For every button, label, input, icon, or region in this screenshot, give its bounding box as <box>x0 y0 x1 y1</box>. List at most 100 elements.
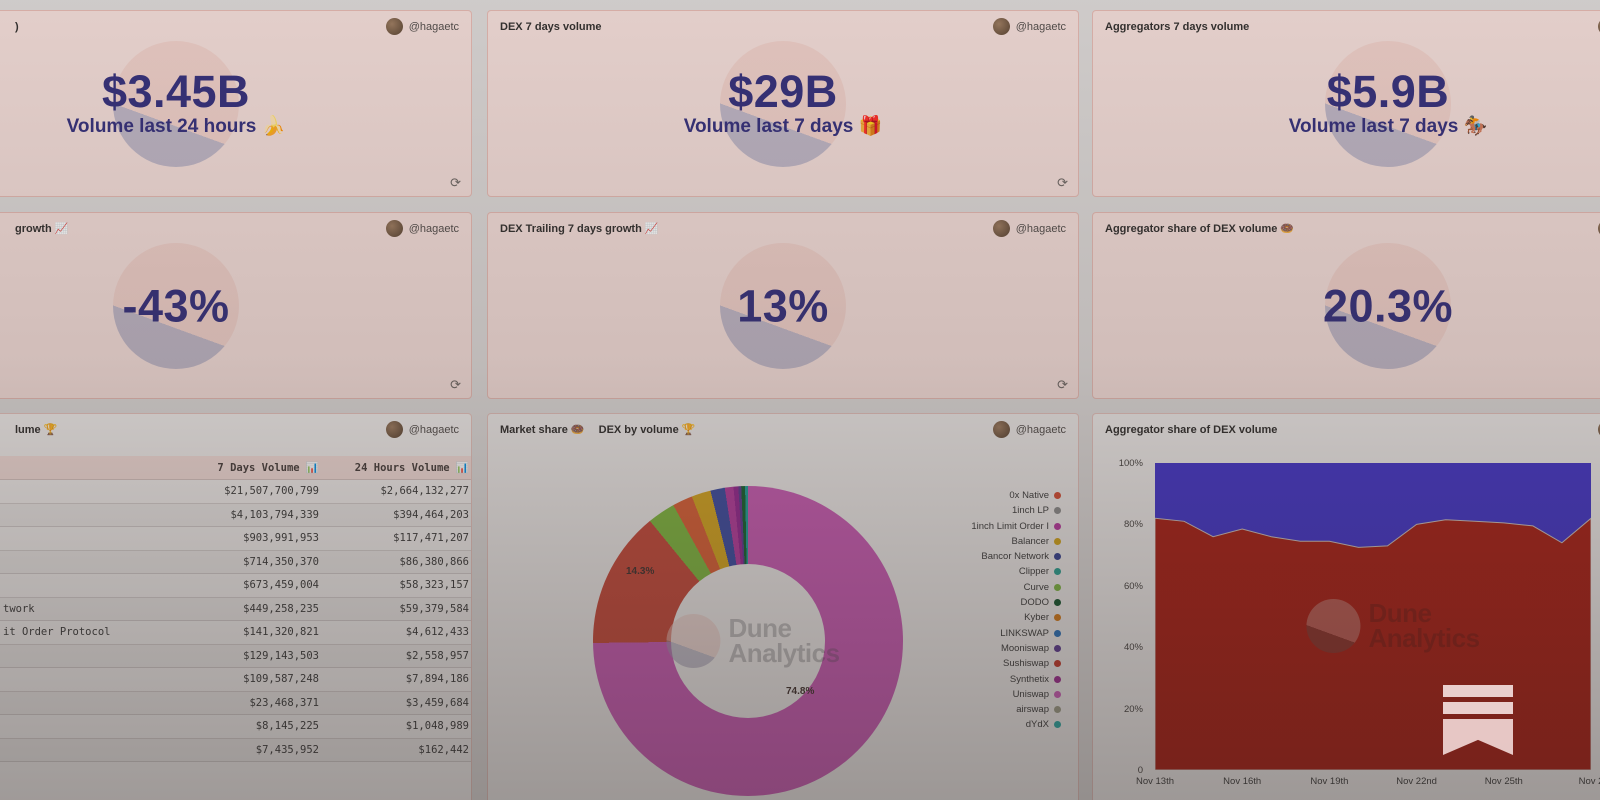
table-cell: $58,323,157 <box>399 579 469 592</box>
author-avatar[interactable] <box>992 421 1010 438</box>
y-axis-ticks: 100% 80% 60% 40% 20% 0 <box>1093 458 1149 776</box>
table-cell: $7,435,952 <box>255 743 319 756</box>
substack-logo[interactable] <box>1443 685 1513 755</box>
dune-watermark-circle <box>720 40 846 167</box>
author-handle[interactable]: @hagaetc <box>1015 222 1066 235</box>
market-share-donut-card: Market share 🍩 DEX by volume 🏆 @hagaetc … <box>487 413 1079 800</box>
author-handle[interactable]: @hagaetc <box>408 222 459 235</box>
legend-dot <box>1054 644 1061 652</box>
table-cell: $449,258,235 <box>243 602 319 615</box>
refresh-icon[interactable]: ⟳ <box>1057 175 1068 190</box>
stacked-area-chart <box>1154 463 1592 771</box>
legend-dot <box>1054 629 1061 637</box>
card-title: DEX Trailing 7 days growth 📈 <box>500 223 659 235</box>
legend-label: Sushiswap <box>1003 658 1049 670</box>
author-avatar[interactable] <box>992 18 1010 35</box>
kpi-value: 13% <box>737 280 829 331</box>
table-cell: $4,103,794,339 <box>230 508 319 521</box>
table-row: $673,459,004 $58,323,157 <box>0 574 471 598</box>
table-cell: $141,320,821 <box>243 626 319 639</box>
kpi-card-trailing-7d-growth: DEX Trailing 7 days growth 📈 @hagaetc 13… <box>487 212 1079 399</box>
column-header-7d-volume[interactable]: 7 Days Volume 📊 <box>217 462 319 474</box>
legend-label: airswap <box>1016 704 1049 716</box>
kpi-card-24h-volume: ) @hagaetc $3.45B Volume last 24 hours 🍌… <box>0 10 472 197</box>
kpi-card-aggregators-7d-volume: Aggregators 7 days volume @hagaetc $5.9B… <box>1092 10 1600 197</box>
card-title: Aggregators 7 days volume <box>1105 20 1250 33</box>
legend-label: Balancer <box>1011 535 1050 547</box>
legend-dot <box>1054 522 1061 530</box>
dune-watermark-circle <box>113 40 239 167</box>
legend-label: Kyber <box>1024 612 1049 624</box>
legend-dot <box>1054 690 1061 698</box>
legend-dot <box>1054 675 1061 683</box>
card-title: Aggregator share of DEX volume <box>1105 423 1278 436</box>
table-row: it Order Protocol $141,320,821 $4,612,433 <box>0 621 471 645</box>
donut-slice-label: 74.8% <box>786 686 815 697</box>
legend-dot <box>1054 706 1061 714</box>
kpi-card-aggregator-share: Aggregator share of DEX volume 🍩 @hagaet… <box>1092 212 1600 399</box>
substack-logo-bar <box>1443 702 1513 714</box>
card-title-viz: DEX by volume 🏆 <box>598 424 696 436</box>
table-cell: twork <box>3 602 35 615</box>
refresh-icon[interactable]: ⟳ <box>450 175 461 190</box>
legend-item: Bancor Network <box>981 551 1061 562</box>
table-row: $129,143,503 $2,558,957 <box>0 644 471 668</box>
legend-item: airswap <box>1016 704 1061 715</box>
table-cell: $109,587,248 <box>243 673 319 686</box>
refresh-icon[interactable]: ⟳ <box>1057 377 1068 392</box>
table-cell: $86,380,866 <box>399 555 469 568</box>
legend-dot <box>1054 660 1061 668</box>
table-body: $21,507,700,799 $2,664,132,277 $4,103,794,… <box>0 480 471 762</box>
author-avatar[interactable] <box>385 421 403 438</box>
author-avatar[interactable] <box>1597 18 1600 35</box>
y-tick-label: 60% <box>1123 580 1143 592</box>
refresh-icon[interactable]: ⟳ <box>450 377 461 392</box>
legend-item: LINKSWAP <box>1000 628 1061 639</box>
legend-label: 1inch Limit Order I <box>971 520 1049 532</box>
table-cell: $23,468,371 <box>249 696 319 709</box>
table-row: $23,468,371 $3,459,684 <box>0 691 471 715</box>
kpi-subtitle: Volume last 7 days 🎁 <box>683 115 883 137</box>
kpi-card-growth-24h: growth 📈 @hagaetc -43% ⟳ <box>0 212 472 399</box>
kpi-value: $5.9B <box>1326 65 1450 117</box>
legend-item: 1inch LP <box>1012 505 1061 516</box>
y-tick-label: 100% <box>1118 458 1143 469</box>
kpi-subtitle: Volume last 24 hours 🍌 <box>66 115 286 137</box>
author-handle[interactable]: @hagaetc <box>408 423 459 436</box>
kpi-card-dex-7d-volume: DEX 7 days volume @hagaetc $29B Volume l… <box>487 10 1079 197</box>
card-title: DEX 7 days volume <box>500 20 602 33</box>
author-avatar[interactable] <box>992 220 1010 237</box>
author-handle[interactable]: @hagaetc <box>408 20 459 33</box>
legend-label: Uniswap <box>1012 688 1049 700</box>
author-avatar[interactable] <box>1597 220 1600 237</box>
table-cell: $2,664,132,277 <box>380 485 469 498</box>
legend-item: 1inch Limit Order I <box>971 521 1061 532</box>
legend-item: Curve <box>1024 582 1061 593</box>
donut-chart <box>593 486 903 796</box>
kpi-value: 20.3% <box>1322 280 1454 331</box>
legend-dot <box>1054 721 1061 729</box>
column-header-24h-volume[interactable]: 24 Hours Volume 📊 <box>354 462 469 474</box>
table-cell: $8,145,225 <box>255 720 319 733</box>
dune-watermark-circle <box>113 242 239 369</box>
aggregator-share-area-card: Aggregator share of DEX volume @hagaetc … <box>1092 413 1600 800</box>
author-handle[interactable]: @hagaetc <box>1015 423 1066 436</box>
table-row: $8,145,225 $1,048,989 <box>0 715 471 739</box>
y-tick-label: 80% <box>1123 519 1143 531</box>
author-avatar[interactable] <box>1597 421 1600 438</box>
table-cell: $59,379,584 <box>399 602 469 615</box>
author-handle[interactable]: @hagaetc <box>1015 20 1066 33</box>
table-row: $21,507,700,799 $2,664,132,277 <box>0 480 471 504</box>
legend-dot <box>1054 614 1061 622</box>
legend-dot <box>1054 507 1061 515</box>
x-tick-label: Nov 13th <box>1135 776 1175 787</box>
legend-label: Mooniswap <box>1000 642 1049 654</box>
legend-dot <box>1054 568 1061 576</box>
volume-table-card: lume 🏆 @hagaetc 7 Days Volume 📊 24 Hours… <box>0 413 472 800</box>
table-cell: $21,507,700,799 <box>224 485 319 498</box>
author-avatar[interactable] <box>385 220 403 237</box>
table-cell: $714,350,370 <box>243 555 319 568</box>
table-cell: it Order Protocol <box>3 626 111 639</box>
author-avatar[interactable] <box>385 18 403 35</box>
